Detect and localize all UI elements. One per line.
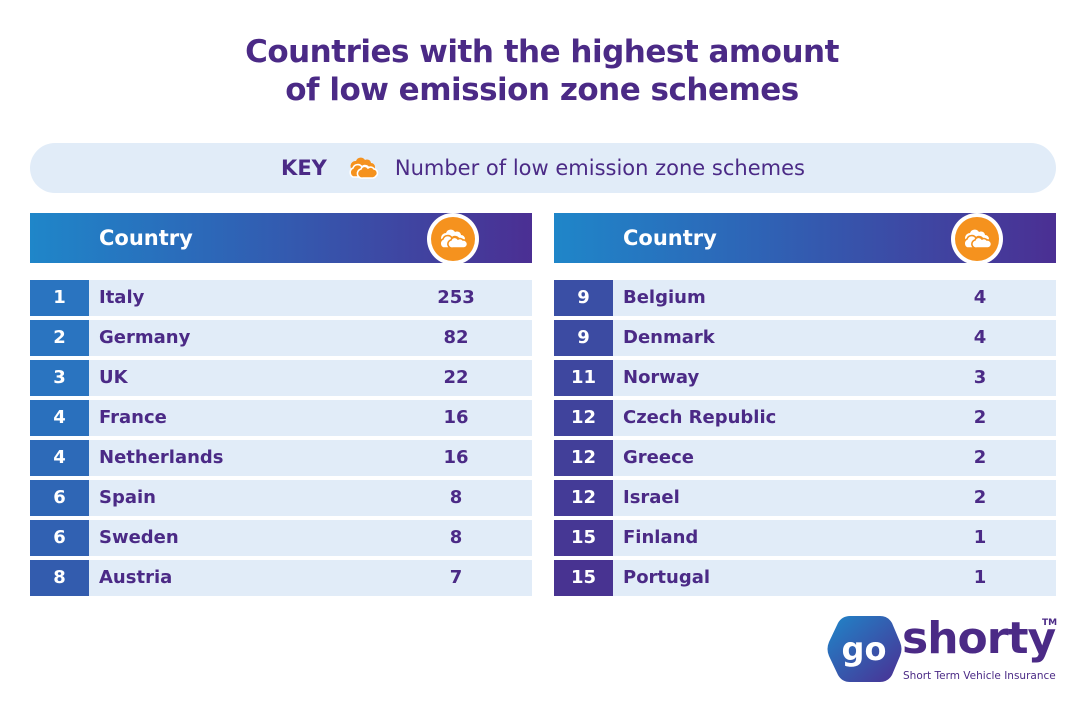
table-row: 9 Denmark 4 <box>554 320 1056 356</box>
left-table-body: 1 Italy 253 2 Germany 82 3 UK 22 4 France 16 4 Ne… <box>30 280 532 596</box>
key-text: Number of low emission zone schemes <box>394 156 805 180</box>
table-row: 4 Netherlands 16 <box>30 440 532 476</box>
value-cell: 2 <box>973 407 987 428</box>
country-cell: France <box>99 407 167 428</box>
country-cell: Sweden <box>99 527 179 548</box>
table-row: 3 UK 22 <box>30 360 532 396</box>
country-cell: Norway <box>623 367 700 388</box>
tagline: Short Term Vehicle Insurance <box>903 670 1056 682</box>
rank-cell: 6 <box>30 520 89 556</box>
value-cell: 3 <box>973 367 987 388</box>
country-cell: Belgium <box>623 287 706 308</box>
trademark: TM <box>1042 618 1058 628</box>
country-cell: Czech Republic <box>623 407 777 428</box>
go-badge-icon: go <box>827 616 902 682</box>
value-cell: 1 <box>973 527 987 548</box>
table-row: 9 Belgium 4 <box>554 280 1056 316</box>
country-cell: Germany <box>99 327 191 348</box>
column-header-country: Country <box>623 226 717 250</box>
left-table-header: Country <box>30 213 532 265</box>
country-cell: Denmark <box>623 327 715 348</box>
right-table: Country 9 Belgium 4 9 Denmark 4 11 Norway 3 12… <box>554 213 1056 600</box>
rank-cell: 12 <box>554 400 613 436</box>
country-cell: Portugal <box>623 567 711 588</box>
right-table-body: 9 Belgium 4 9 Denmark 4 11 Norway 3 12 Czech Re… <box>554 280 1056 596</box>
cloud-icon <box>427 213 479 265</box>
table-row: 2 Germany 82 <box>30 320 532 356</box>
rank-cell: 15 <box>554 560 613 596</box>
rank-cell: 12 <box>554 440 613 476</box>
value-cell: 8 <box>449 527 463 548</box>
title-line-1: Countries with the highest amount <box>245 34 839 70</box>
svg-text:go: go <box>842 630 887 668</box>
rank-cell: 1 <box>30 280 89 316</box>
value-cell: 1 <box>973 567 987 588</box>
table-row: 15 Finland 1 <box>554 520 1056 556</box>
rank-cell: 2 <box>30 320 89 356</box>
value-cell: 4 <box>973 327 987 348</box>
brand-name: shorty <box>902 613 1056 664</box>
key-legend: KEY Number of low emission zone schemes <box>30 143 1056 193</box>
rank-cell: 4 <box>30 440 89 476</box>
table-row: 11 Norway 3 <box>554 360 1056 396</box>
rank-cell: 9 <box>554 320 613 356</box>
country-cell: Netherlands <box>99 447 224 468</box>
country-cell: Israel <box>623 487 680 508</box>
rank-cell: 3 <box>30 360 89 396</box>
value-cell: 16 <box>443 407 469 428</box>
country-cell: Italy <box>99 287 145 308</box>
country-cell: UK <box>99 367 128 388</box>
table-row: 15 Portugal 1 <box>554 560 1056 596</box>
rank-cell: 11 <box>554 360 613 396</box>
value-cell: 22 <box>443 367 469 388</box>
value-cell: 4 <box>973 287 987 308</box>
cloud-icon <box>347 155 381 181</box>
rank-cell: 8 <box>30 560 89 596</box>
value-cell: 82 <box>443 327 469 348</box>
rank-cell: 12 <box>554 480 613 516</box>
table-row: 12 Czech Republic 2 <box>554 400 1056 436</box>
key-label: KEY <box>281 156 327 180</box>
value-cell: 2 <box>973 447 987 468</box>
table-row: 8 Austria 7 <box>30 560 532 596</box>
table-row: 4 France 16 <box>30 400 532 436</box>
cloud-icon <box>951 213 1003 265</box>
goshorty-logo: go shorty TM Short Term Vehicle Insuranc… <box>826 612 1058 688</box>
value-cell: 2 <box>973 487 987 508</box>
left-table: Country 1 Italy 253 2 Germany 82 3 UK 22 4 Fran… <box>30 213 532 600</box>
column-header-country: Country <box>99 226 193 250</box>
table-row: 1 Italy 253 <box>30 280 532 316</box>
value-cell: 8 <box>449 487 463 508</box>
rank-cell: 15 <box>554 520 613 556</box>
table-row: 6 Sweden 8 <box>30 520 532 556</box>
country-cell: Greece <box>623 447 694 468</box>
table-row: 12 Greece 2 <box>554 440 1056 476</box>
value-cell: 16 <box>443 447 469 468</box>
value-cell: 253 <box>437 287 475 308</box>
value-cell: 7 <box>449 567 463 588</box>
country-cell: Spain <box>99 487 156 508</box>
country-cell: Finland <box>623 527 699 548</box>
table-row: 6 Spain 8 <box>30 480 532 516</box>
page-title: Countries with the highest amount of low… <box>0 33 1084 109</box>
country-cell: Austria <box>99 567 173 588</box>
rank-cell: 4 <box>30 400 89 436</box>
title-line-2: of low emission zone schemes <box>285 72 799 108</box>
table-row: 12 Israel 2 <box>554 480 1056 516</box>
right-table-header: Country <box>554 213 1056 265</box>
rank-cell: 9 <box>554 280 613 316</box>
rank-cell: 6 <box>30 480 89 516</box>
